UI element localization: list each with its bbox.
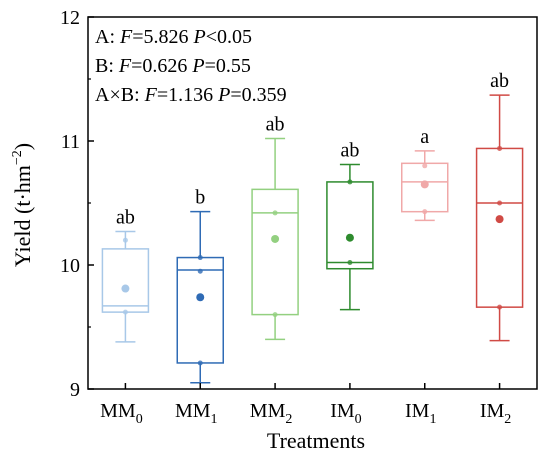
data-point [197, 268, 203, 274]
x-tick-label: IM1 [405, 400, 436, 427]
data-point [272, 312, 278, 318]
box-iqr [101, 248, 150, 313]
x-axis: MM0 MM1 MM2 IM0 IM1 IM2 [100, 383, 511, 427]
data-point [347, 260, 353, 266]
box-iqr [475, 147, 524, 308]
data-point [497, 200, 503, 206]
box-im0: ab [326, 140, 374, 311]
x-tick-label: IM0 [330, 400, 361, 427]
x-tick-label: MM0 [100, 400, 143, 427]
mean-marker [495, 215, 504, 224]
data-point [197, 255, 203, 261]
significance-letter: ab [340, 140, 359, 162]
box-iqr [251, 188, 299, 316]
box-mm0: ab [101, 207, 150, 343]
mean-marker [271, 234, 280, 243]
box-mm1: b [176, 187, 224, 384]
x-tick-label: IM2 [480, 400, 511, 427]
y-tick-label: 12 [60, 7, 80, 29]
significance-letter: ab [490, 70, 509, 92]
data-point [422, 163, 428, 169]
stat-line-axb: A×B: F=1.136 P=0.359 [95, 84, 287, 106]
x-axis-title: Treatments [267, 428, 365, 453]
stat-line-a: A: F=5.826 P<0.05 [95, 26, 252, 48]
significance-letter: ab [266, 114, 285, 136]
box-im2: ab [475, 70, 524, 342]
mean-marker [121, 284, 130, 293]
data-point [122, 237, 128, 243]
data-point [272, 210, 278, 216]
significance-letter: a [420, 126, 429, 148]
box-im1: a [401, 126, 449, 222]
stats-annotation: A: F=5.826 P<0.05 B: F=0.626 P=0.55 A×B:… [95, 26, 287, 106]
mean-marker [196, 293, 205, 302]
y-tick-label: 11 [61, 131, 80, 153]
significance-letter: ab [116, 207, 135, 229]
box-series: ab b ab ab a ab [101, 70, 524, 384]
data-point [497, 304, 503, 310]
significance-letter: b [195, 187, 205, 209]
x-tick-label: MM1 [175, 400, 218, 427]
box-iqr [326, 181, 374, 270]
box-mm2: ab [251, 114, 299, 341]
data-point [497, 145, 503, 151]
data-point [422, 209, 428, 215]
mean-marker [420, 180, 429, 189]
data-point [347, 179, 353, 185]
y-axis: 9 10 11 12 [60, 7, 94, 401]
y-tick-label: 10 [60, 255, 80, 277]
mean-marker [345, 233, 354, 242]
data-point [197, 360, 203, 366]
y-axis-title: Yield (t·hm−2) [10, 143, 35, 267]
stat-line-b: B: F=0.626 P=0.55 [95, 55, 251, 77]
data-point [122, 309, 128, 315]
y-tick-label: 9 [70, 379, 80, 401]
x-tick-label: MM2 [250, 400, 293, 427]
